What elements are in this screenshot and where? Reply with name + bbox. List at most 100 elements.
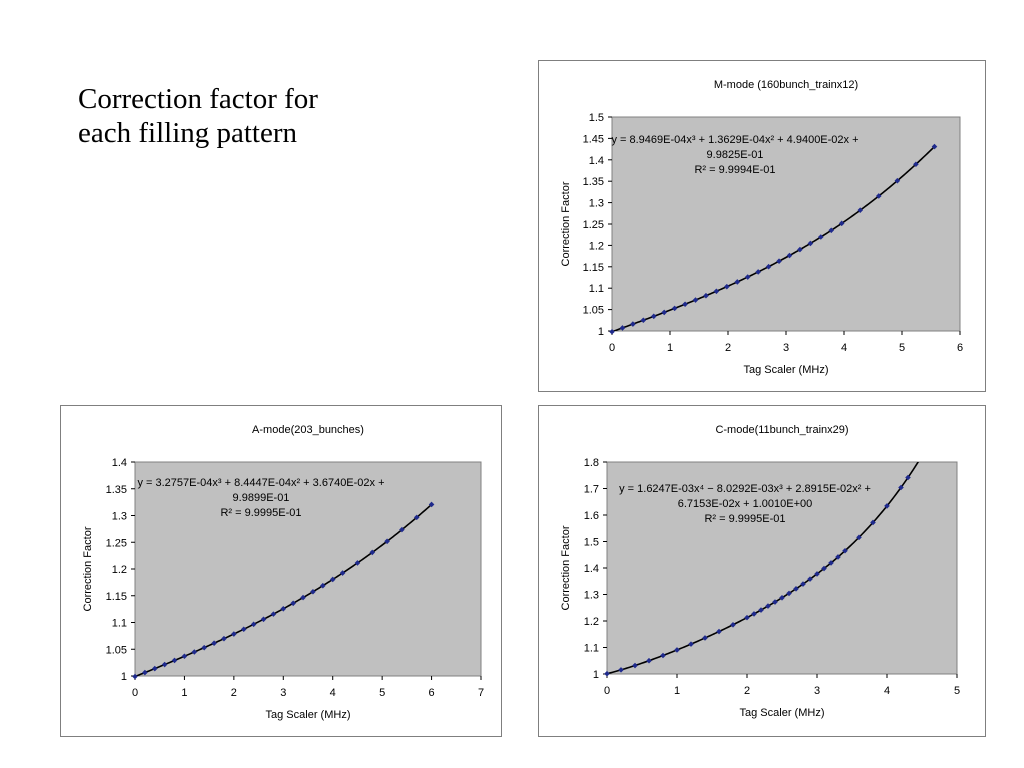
trendline-equation: y = 8.9469E-04x³ + 1.3629E-04x² + 4.9400… [611,134,858,146]
y-tick-label: 1.1 [584,643,599,655]
y-tick-label: 1.3 [584,590,599,602]
data-point [270,611,277,617]
trendline-equation: 9.9825E-01 [707,149,764,161]
data-point [703,292,709,299]
chart-a-mode: A-mode(203_bunches) 1 1.05 1.1 1.15 1.2 1.25 1.… [82,424,484,721]
x-tick-label: 7 [478,687,484,699]
x-tick-label: 5 [379,687,385,699]
x-tick-label: 4 [330,687,336,699]
chart-panel-a-mode: A-mode(203_bunches) 1 1.05 1.1 1.15 1.2 1.25 1.… [60,405,502,737]
y-tick-label: 1.4 [589,155,604,167]
data-point [181,653,188,660]
data-point [779,594,785,601]
data-point [797,246,803,253]
y-tick-label: 1.3 [112,511,127,523]
data-point [807,576,813,582]
y-axis-label: Correction Factor [560,525,572,610]
chart-c-mode: C-mode(11bunch_trainx29) 1 1.1 1.2 1.3 1.4 1.5… [560,424,960,719]
x-tick-label: 2 [231,687,237,699]
data-point [755,269,761,275]
y-tick-label: 1.5 [589,112,604,124]
data-point [171,657,178,664]
x-tick-label: 6 [957,342,963,354]
data-point [632,662,638,669]
x-tick-label: 3 [814,685,820,697]
x-tick-label: 0 [604,685,610,697]
y-tick-label: 1.1 [589,283,604,295]
trendline-equation: y = 1.6247E-03x⁴ − 8.0292E-03x³ + 2.8915… [619,483,871,495]
slide-title-line-1: Correction factor for [78,83,318,115]
data-point [876,193,882,199]
data-point [758,607,764,613]
data-point [132,673,138,680]
data-point [818,234,824,240]
data-point [320,582,326,589]
data-point [329,576,336,583]
y-tick-label: 1.3 [589,198,604,210]
chart-panel-c-mode: C-mode(11bunch_trainx29) 1 1.1 1.2 1.3 1.4 1.5… [538,405,986,737]
x-axis-label: Tag Scaler (MHz) [744,364,829,376]
data-point [661,309,667,316]
y-tick-label: 1.2 [589,240,604,252]
data-point [231,631,237,637]
y-tick-label: 1.2 [584,616,599,628]
data-point [339,570,346,576]
y-tick-label: 1.15 [106,591,127,603]
data-point [765,603,771,609]
x-tick-label: 1 [667,342,673,354]
chart-title: M-mode (160bunch_trainx12) [714,79,858,91]
data-point [413,514,420,521]
y-tick-label: 1 [598,326,604,338]
slide-title: Correction factor for each filling patte… [78,82,478,150]
data-point [856,534,862,541]
data-point [894,177,901,184]
y-tick-label: 1.8 [584,457,599,469]
x-tick-label: 0 [609,342,615,354]
data-point [772,599,778,605]
y-tick-label: 1.2 [112,564,127,576]
data-point [660,652,666,659]
data-point [260,616,267,623]
data-point [399,526,405,533]
x-tick-label: 1 [181,687,187,699]
x-tick-label: 0 [132,687,138,699]
data-point [300,594,306,601]
data-point [290,600,296,607]
r-squared-label: R² = 9.9994E-01 [694,164,775,176]
data-point [671,305,678,312]
x-axis-label: Tag Scaler (MHz) [740,707,825,719]
data-point [682,301,688,308]
data-point [724,283,730,290]
data-point [354,560,361,566]
chart-panel-m-mode: M-mode (160bunch_trainx12) 1 1.05 1.1 1.15 1.… [538,60,986,392]
plot-area [611,116,961,332]
y-tick-label: 1.4 [112,457,127,469]
data-point [619,325,626,331]
data-point [807,240,814,247]
trendline-equation: 6.7153E-02x + 1.0010E+00 [678,498,813,510]
y-tick-label: 1 [121,671,127,683]
data-point [142,669,148,676]
data-point [250,621,257,628]
data-point [786,252,793,259]
chart-m-mode: M-mode (160bunch_trainx12) 1 1.05 1.1 1.15 1.… [560,79,963,376]
data-point [744,614,750,621]
y-tick-label: 1.35 [106,484,127,496]
trendline-equation: y = 3.2757E-04x³ + 8.4447E-04x² + 3.6740… [137,477,384,489]
y-axis-label: Correction Factor [82,526,94,611]
data-point [702,635,708,641]
x-tick-label: 5 [899,342,905,354]
slide-title-line-2: each filling pattern [78,117,298,149]
y-tick-label: 1 [593,669,599,681]
data-point [744,274,751,280]
x-tick-label: 6 [429,687,435,699]
y-tick-label: 1.4 [584,563,599,575]
y-tick-label: 1.7 [584,484,599,496]
data-point [713,288,720,295]
chart-title: C-mode(11bunch_trainx29) [715,424,848,436]
y-tick-label: 1.05 [583,305,604,317]
data-point [369,549,376,556]
plot-area [134,461,482,677]
y-tick-label: 1.25 [106,537,127,549]
data-point [842,547,848,554]
